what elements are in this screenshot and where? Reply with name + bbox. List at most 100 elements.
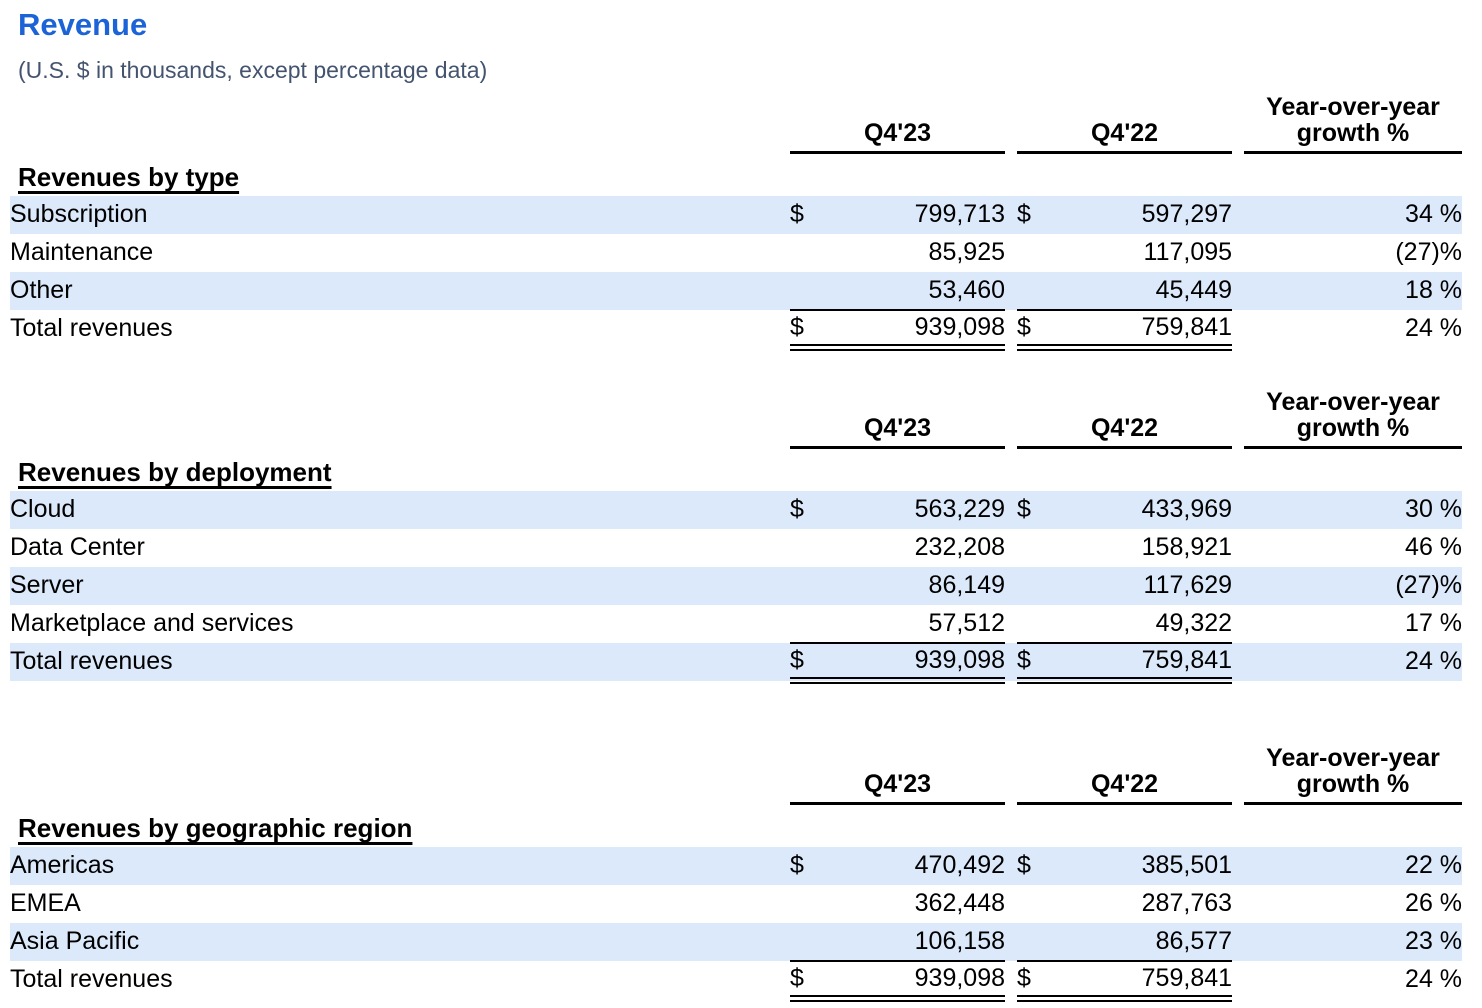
growth-value: 46 % xyxy=(1405,533,1463,561)
table-head: Q4'23 Q4'22 Year-over-year growth % xyxy=(10,745,1463,805)
section-heading-cell: Revenues by deployment xyxy=(10,448,1462,491)
column-gap xyxy=(1232,643,1244,681)
section-heading: Revenues by type xyxy=(18,162,240,193)
column-header-row: Q4'23 Q4'22 Year-over-year growth % xyxy=(10,389,1463,449)
q422-value: 86,577 xyxy=(1155,926,1233,955)
currency-symbol xyxy=(1017,529,1057,567)
yoy-growth-line2: growth % xyxy=(1296,414,1410,442)
q423-value: 85,925 xyxy=(928,238,1006,266)
column-gap xyxy=(1005,847,1017,885)
q423-value: 362,448 xyxy=(914,889,1006,917)
currency-symbol xyxy=(790,605,830,643)
column-gap xyxy=(1232,234,1244,272)
currency-symbol xyxy=(1017,885,1057,923)
column-header-yoy-growth: Year-over-year growth % xyxy=(1244,93,1463,154)
growth-value: (27)% xyxy=(1395,238,1463,266)
section-heading-row: Revenues by geographic region xyxy=(10,804,1462,847)
currency-symbol xyxy=(790,885,830,923)
table-row: Americas $470,492 $385,501 22 % xyxy=(10,846,1463,885)
column-header-q423: Q4'23 xyxy=(790,94,1006,154)
yoy-growth-line2: growth % xyxy=(1296,119,1410,147)
currency-symbol: $ xyxy=(790,495,804,523)
currency-symbol xyxy=(790,234,830,272)
currency-symbol xyxy=(790,272,830,310)
currency-symbol xyxy=(1017,605,1057,643)
column-gap xyxy=(1232,529,1244,567)
header-spacer xyxy=(10,389,790,448)
section-heading-row: Revenues by deployment xyxy=(10,448,1462,491)
column-header-row: Q4'23 Q4'22 Year-over-year growth % xyxy=(10,745,1463,805)
growth-value: 18 % xyxy=(1405,276,1463,304)
q422-value: 49,322 xyxy=(1155,608,1233,637)
q423-value: 57,512 xyxy=(928,608,1006,637)
total-row: Total revenues $939,098 $759,841 24 % xyxy=(10,308,1463,351)
column-header-q422: Q4'22 xyxy=(1017,745,1233,805)
table-row: Asia Pacific 106,158 86,577 23 % xyxy=(10,922,1463,961)
currency-symbol: $ xyxy=(790,851,804,879)
row-label: Server xyxy=(10,571,84,599)
row-label: Asia Pacific xyxy=(10,927,140,955)
row-label: Maintenance xyxy=(10,238,154,266)
row-label: Total revenues xyxy=(10,314,173,342)
q423-value: 106,158 xyxy=(914,926,1006,955)
row-label: Total revenues xyxy=(10,965,173,993)
section-heading: Revenues by geographic region xyxy=(18,813,413,844)
column-gap xyxy=(1232,847,1244,885)
section-heading: Revenues by deployment xyxy=(18,457,332,488)
section-heading-row: Revenues by type xyxy=(10,153,1462,196)
column-gap xyxy=(1232,196,1244,234)
currency-symbol: $ xyxy=(1017,641,1058,684)
row-label: Marketplace and services xyxy=(10,609,294,637)
currency-symbol xyxy=(790,567,830,605)
revenues-by-geographic-region-table: Q4'23 Q4'22 Year-over-year growth % Revenues… xyxy=(10,745,1463,1002)
growth-value: 24 % xyxy=(1405,314,1463,342)
q422-value: 433,969 xyxy=(1141,495,1233,523)
column-header-q423: Q4'23 xyxy=(790,745,1006,805)
row-label: Cloud xyxy=(10,495,76,523)
q422-value: 385,501 xyxy=(1141,851,1233,879)
currency-symbol xyxy=(790,529,830,567)
q423-value: 53,460 xyxy=(928,275,1006,304)
currency-symbol: $ xyxy=(1017,851,1031,879)
column-gap xyxy=(1005,885,1017,923)
column-gap xyxy=(1005,923,1017,961)
q422-value: 287,763 xyxy=(1141,889,1233,917)
q422-value: 597,297 xyxy=(1141,200,1233,228)
column-gap xyxy=(1005,491,1017,529)
yoy-growth-line1: Year-over-year xyxy=(1266,93,1440,121)
column-gap xyxy=(1232,923,1244,961)
revenues-by-deployment-table: Q4'23 Q4'22 Year-over-year growth % Revenues… xyxy=(10,389,1463,684)
q423-value: 939,098 xyxy=(830,959,1006,1002)
table-body: Revenues by geographic region Americas $47… xyxy=(10,804,1463,1002)
table-row: Marketplace and services 57,512 49,322 17 % xyxy=(10,605,1462,643)
row-label: Total revenues xyxy=(10,647,173,675)
section-heading-cell: Revenues by type xyxy=(10,153,1462,196)
q423-value: 563,229 xyxy=(914,495,1006,523)
header-spacer xyxy=(10,745,790,804)
yoy-growth-line2: growth % xyxy=(1296,770,1410,798)
currency-symbol: $ xyxy=(790,959,830,1002)
column-gap xyxy=(1232,605,1244,643)
q423-value: 232,208 xyxy=(914,533,1006,561)
total-row: Total revenues $939,098 $759,841 24 % xyxy=(10,959,1462,1002)
column-gap xyxy=(1232,310,1244,348)
column-gap xyxy=(1005,196,1017,234)
q423-value: 86,149 xyxy=(928,571,1006,599)
header-gap xyxy=(1232,389,1244,448)
column-gap xyxy=(1232,272,1244,310)
column-header-yoy-growth: Year-over-year growth % xyxy=(1244,389,1463,449)
header-spacer xyxy=(10,94,790,153)
row-label: Other xyxy=(10,276,73,304)
column-gap xyxy=(1005,643,1017,681)
q422-value: 45,449 xyxy=(1155,275,1233,304)
row-label: Americas xyxy=(10,851,115,879)
row-label: EMEA xyxy=(10,889,81,917)
table-body: Revenues by deployment Cloud $563,229 $433,… xyxy=(10,448,1463,684)
row-label: Data Center xyxy=(10,533,145,561)
header-gap xyxy=(1005,745,1017,804)
growth-value: 26 % xyxy=(1405,889,1463,917)
q422-value: 117,629 xyxy=(1143,571,1233,599)
currency-symbol xyxy=(790,923,830,961)
revenue-tables: Q4'23 Q4'22 Year-over-year growth % Revenues… xyxy=(10,94,1482,1002)
q422-value: 759,841 xyxy=(1057,959,1233,1002)
